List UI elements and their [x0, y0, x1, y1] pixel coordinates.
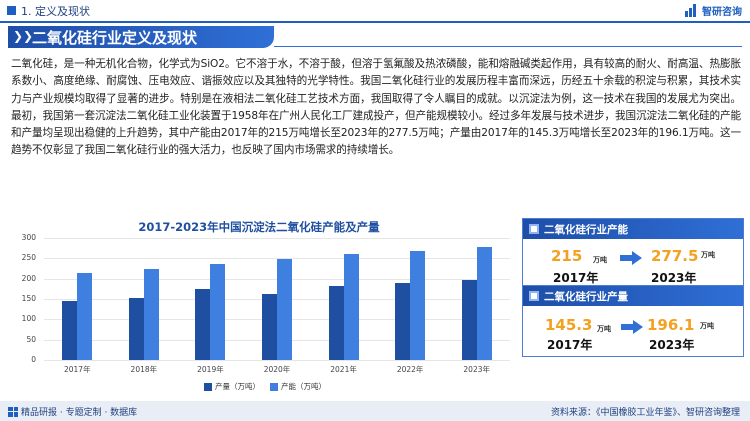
panel-header: 二氧化硅行业产量	[523, 286, 743, 306]
header-divider	[0, 21, 750, 23]
y-tick-label: 50	[26, 334, 36, 344]
footer: 精品研报 · 专题定制 · 数据库 资料来源：《中国橡胶工业年鉴》、智研咨询整理	[0, 401, 750, 421]
legend-swatch	[270, 382, 278, 391]
bar-capacity	[77, 272, 93, 360]
to-value: 196.1	[647, 316, 695, 334]
gridline	[44, 360, 510, 361]
legend-item: 产能（万吨）	[270, 381, 326, 392]
arrow-right-icon	[621, 320, 643, 334]
intro-paragraph: 二氧化硅，是一种无机化合物，化学式为SiO2。它不溶于水，不溶于酸，但溶于氢氟酸…	[11, 58, 741, 157]
x-tick-label: 2018年	[130, 365, 158, 374]
from-unit: 万吨	[593, 256, 607, 264]
to-year: 2023年	[649, 338, 695, 352]
to-unit: 万吨	[701, 251, 715, 259]
legend-swatch	[204, 382, 212, 391]
legend-label: 产能（万吨）	[281, 382, 326, 391]
panel-title: 二氧化硅行业产能	[544, 223, 628, 236]
page-title-banner: ❯❯ 二氧化硅行业定义及现状	[8, 26, 274, 48]
section-title: 1. 定义及现状	[21, 5, 90, 18]
from-year: 2017年	[547, 338, 593, 352]
panel-title: 二氧化硅行业产量	[544, 290, 628, 303]
brand-logo: 智研咨询	[685, 3, 742, 18]
x-tick-label: 2019年	[197, 365, 224, 374]
panel-header: 二氧化硅行业产能	[523, 219, 743, 239]
capacity-panel: 二氧化硅行业产能 215 万吨 277.5 万吨 2017年 2023年	[522, 218, 744, 289]
grid-icon	[8, 406, 18, 417]
bar-output	[395, 282, 411, 360]
from-value: 215	[551, 247, 583, 265]
bar-capacity	[210, 264, 226, 360]
to-unit: 万吨	[700, 322, 714, 330]
to-year: 2023年	[651, 271, 697, 285]
from-year: 2017年	[553, 271, 599, 285]
bar-output	[328, 286, 344, 360]
to-value: 277.5	[651, 247, 699, 265]
from-value: 145.3	[545, 316, 593, 334]
gridline	[44, 258, 510, 260]
bar-output	[195, 288, 211, 360]
logo-icon	[685, 4, 699, 17]
y-tick-label: 200	[21, 273, 36, 283]
bar-capacity	[143, 268, 159, 360]
capacity-output-chart: 2017-2023年中国沉淀法二氧化硅产能及产量 300 250 200 150 100…	[8, 213, 510, 398]
from-unit: 万吨	[597, 325, 611, 333]
y-tick-label: 300	[21, 233, 36, 242]
legend-item: 产量（万吨）	[204, 381, 260, 392]
source-note: 资料来源：《中国橡胶工业年鉴》、智研咨询整理	[550, 408, 740, 418]
brand-name: 智研咨询	[702, 7, 742, 18]
y-tick-label: 0	[31, 355, 36, 364]
cube-icon	[529, 291, 539, 301]
chart-title: 2017-2023年中国沉淀法二氧化硅产能及产量	[138, 220, 380, 234]
bar-output	[128, 298, 144, 360]
page-title: 二氧化硅行业定义及现状	[32, 29, 198, 47]
x-tick-label: 2022年	[396, 365, 424, 374]
bar-output	[262, 293, 277, 360]
plot-area	[44, 238, 510, 360]
footer-left: 精品研报 · 专题定制 · 数据库	[8, 405, 137, 418]
x-tick-label: 2020年	[263, 365, 291, 374]
x-tick-label: 2021年	[330, 365, 357, 374]
gridline	[44, 238, 510, 239]
double-chevron-icon: ❯❯	[13, 29, 34, 43]
arrow-right-icon	[620, 251, 642, 265]
top-header: 1. 定义及现状 智研咨询	[0, 0, 750, 26]
cube-icon	[529, 224, 539, 234]
bar-capacity	[343, 254, 359, 360]
output-panel: 二氧化硅行业产量 145.3 万吨 196.1 万吨 2017年 2023年	[522, 285, 744, 357]
bar-capacity	[476, 247, 492, 360]
y-tick-label: 100	[21, 314, 36, 324]
bar-output	[461, 280, 477, 360]
x-tick-label: 2023年	[463, 365, 490, 374]
legend-label: 产量（万吨）	[215, 382, 260, 391]
bar-capacity	[410, 251, 426, 360]
section-marker-icon	[7, 6, 16, 15]
bar-capacity	[277, 259, 292, 360]
footer-tagline: 精品研报 · 专题定制 · 数据库	[21, 408, 138, 418]
x-tick-label: 2017年	[63, 365, 91, 374]
y-tick-label: 150	[21, 294, 36, 303]
bar-output	[62, 300, 78, 360]
banner-rule	[274, 46, 742, 47]
y-tick-label: 250	[21, 253, 36, 263]
